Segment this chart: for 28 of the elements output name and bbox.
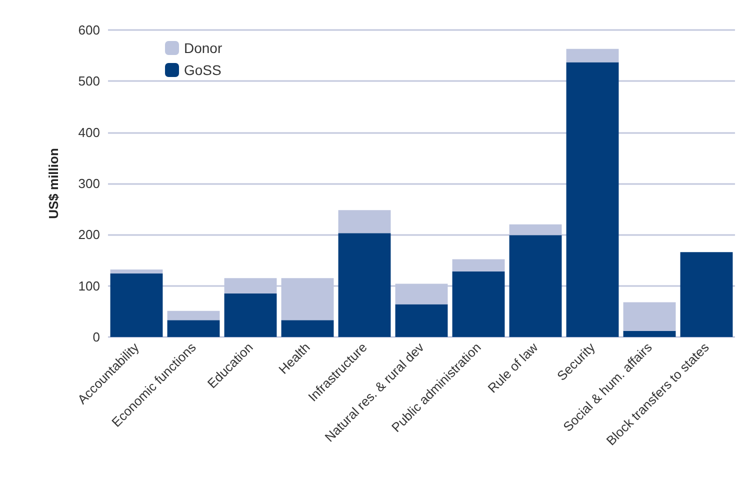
x-tick-label: Rule of law (484, 339, 542, 396)
bar (338, 210, 391, 234)
bar (452, 259, 505, 272)
bar (680, 252, 733, 337)
bar (395, 304, 448, 337)
y-axis-title: US$ million (46, 148, 61, 219)
y-tick-label: 0 (92, 330, 100, 344)
legend-label: GoSS (184, 62, 222, 78)
bar (281, 320, 334, 337)
legend-label: Donor (184, 40, 222, 56)
bar (452, 272, 505, 337)
bar (167, 310, 220, 320)
y-tick-label: 600 (78, 22, 100, 38)
bar (338, 233, 391, 337)
bar (566, 62, 619, 337)
bar (167, 320, 220, 337)
bar (623, 302, 676, 331)
y-tick-label: 200 (78, 227, 100, 242)
y-tick-label: 300 (78, 176, 100, 191)
bar (509, 235, 562, 337)
bar (623, 330, 676, 337)
bar (566, 48, 619, 62)
bar (110, 269, 163, 274)
y-tick-label: 500 (78, 74, 100, 89)
bar (110, 274, 163, 337)
bar (224, 294, 277, 337)
y-tick-label: 400 (78, 124, 100, 140)
y-tick-label: 100 (78, 278, 100, 294)
